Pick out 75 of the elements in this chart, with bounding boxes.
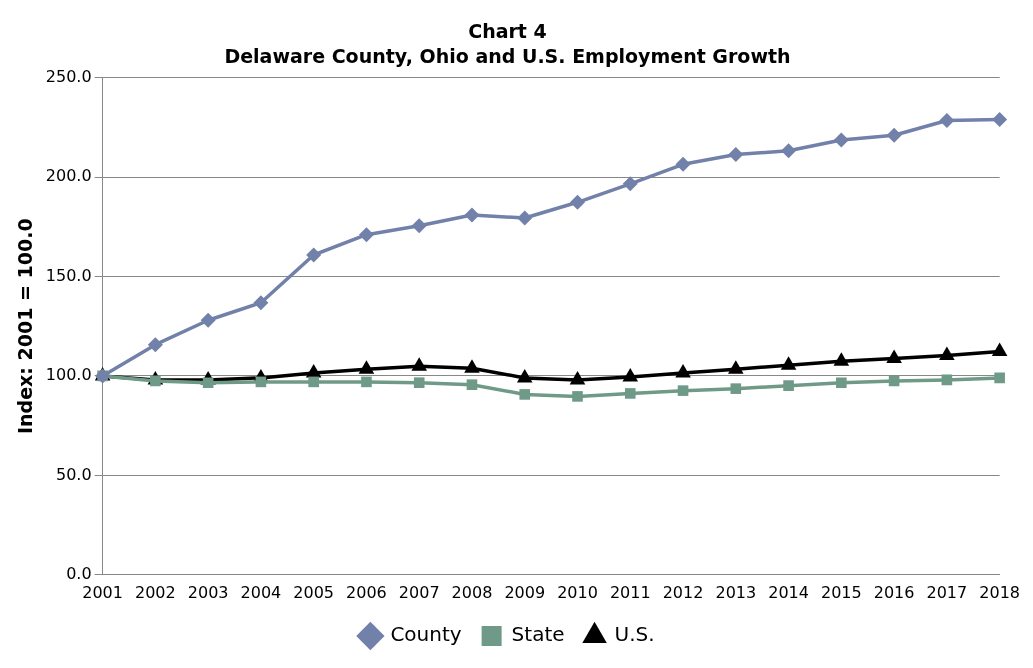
y-tick-label: 50.0 [55, 464, 92, 484]
x-tick-label: 2005 [293, 582, 335, 602]
point [200, 312, 216, 328]
x-tick-label: 2003 [187, 582, 229, 602]
point [622, 367, 639, 382]
point [992, 112, 1008, 128]
legend-label: County [390, 622, 462, 647]
point [150, 375, 161, 387]
point [624, 388, 636, 399]
point [833, 352, 850, 366]
x-tick-label: 2011 [609, 582, 651, 602]
point [464, 359, 480, 373]
point [622, 176, 638, 192]
point [413, 377, 425, 388]
x-tick-label: 2002 [135, 582, 176, 602]
point [358, 227, 374, 243]
point [730, 383, 742, 394]
point [728, 147, 744, 163]
point [677, 385, 689, 396]
point [411, 357, 427, 371]
point [361, 376, 372, 388]
x-tick-label: 2014 [768, 582, 809, 602]
x-tick-label: 2010 [557, 582, 598, 602]
x-tick-label: 2009 [504, 582, 546, 602]
x-tick-label: 2008 [451, 582, 493, 602]
point [358, 360, 375, 374]
point [202, 377, 214, 388]
chart-title: Chart 4 [468, 20, 547, 43]
point [780, 356, 797, 370]
x-tick-label: 2007 [398, 582, 440, 602]
y-tick-label: 250.0 [45, 66, 92, 86]
point [781, 143, 797, 159]
legend-label: U.S. [614, 622, 655, 647]
x-tick-label: 2015 [820, 582, 862, 602]
y-tick-label: 0.0 [66, 563, 92, 583]
x-tick-label: 2001 [82, 582, 123, 602]
x-tick-label: 2006 [346, 582, 387, 602]
y-axis-title: Index: 2001 = 100.0 [14, 218, 37, 435]
point [886, 349, 902, 363]
point [833, 132, 849, 148]
x-tick-label: 2016 [873, 582, 915, 602]
point [147, 337, 163, 353]
x-tick-label: 2018 [979, 582, 1020, 602]
point [411, 218, 427, 234]
point [939, 346, 955, 360]
y-tick-label: 150.0 [45, 265, 92, 285]
point [569, 370, 586, 385]
point [675, 363, 691, 378]
point [466, 379, 478, 390]
point [994, 372, 1005, 384]
x-tick-label: 2017 [926, 582, 968, 602]
point [939, 113, 955, 129]
point [836, 377, 847, 388]
point [308, 376, 319, 388]
x-tick-label: 2004 [240, 582, 282, 602]
y-tick-label: 200.0 [45, 166, 92, 186]
point [991, 342, 1008, 356]
point [728, 360, 744, 374]
point [306, 247, 322, 263]
point [517, 210, 533, 226]
point [675, 156, 691, 172]
point [570, 194, 586, 210]
point [253, 295, 269, 311]
point [886, 127, 902, 143]
x-tick-label: 2013 [715, 582, 757, 602]
point [305, 363, 322, 378]
point [519, 389, 531, 400]
point [464, 207, 480, 223]
point [516, 368, 533, 383]
y-tick-label: 100.0 [45, 365, 92, 385]
chart-subtitle: Delaware County, Ohio and U.S. Employment Growth [224, 45, 791, 68]
point [572, 391, 583, 402]
x-tick-label: 2012 [662, 582, 704, 602]
legend-label: State [511, 622, 565, 647]
point [783, 380, 794, 391]
